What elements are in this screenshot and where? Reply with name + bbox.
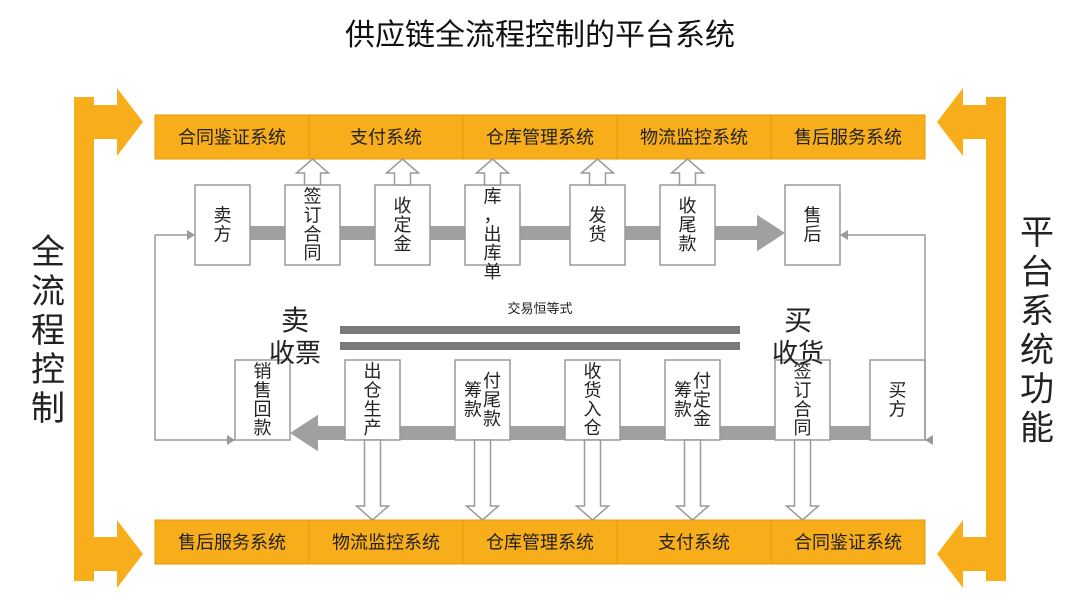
middle-label: 买 [784, 306, 812, 337]
svg-text:库: 库 [484, 243, 502, 263]
right-label: 功 [1020, 372, 1054, 409]
svg-text:产: 产 [364, 418, 382, 438]
svg-text:款: 款 [674, 399, 692, 419]
svg-text:订: 订 [304, 205, 322, 225]
bottom_row-cell: 支付系统 [658, 532, 730, 552]
svg-text:货: 货 [584, 380, 602, 400]
svg-text:卖: 卖 [214, 205, 232, 225]
middle-label: 收票 [269, 339, 321, 368]
right-label: 能 [1020, 410, 1054, 448]
svg-text:尾: 尾 [679, 215, 697, 235]
svg-text:签: 签 [304, 187, 322, 207]
svg-text:付: 付 [483, 371, 501, 391]
bottom_row-cell: 售后服务系统 [178, 532, 286, 552]
bottom_row-cell: 仓库管理系统 [486, 532, 594, 552]
svg-text:合: 合 [304, 224, 322, 244]
middle-label: 收货 [772, 339, 824, 368]
svg-text:订: 订 [794, 380, 812, 400]
top_row-cell: 售后服务系统 [794, 127, 902, 147]
svg-text:收: 收 [679, 196, 697, 216]
svg-text:金: 金 [394, 234, 412, 254]
equals-bar [340, 326, 740, 334]
middle-caption: 交易恒等式 [507, 301, 572, 316]
svg-text:同: 同 [794, 418, 812, 438]
svg-text:出: 出 [484, 224, 502, 244]
left-label: 制 [31, 391, 65, 428]
svg-text:发: 发 [589, 205, 607, 225]
svg-text:金: 金 [693, 409, 711, 429]
svg-text:合: 合 [794, 399, 812, 419]
svg-text:买: 买 [889, 380, 907, 400]
left-label: 程 [31, 313, 65, 350]
right-label: 平 [1020, 215, 1054, 252]
top_row-cell: 合同鉴证系统 [178, 127, 286, 147]
side-bar-left [74, 97, 94, 581]
svg-text:方: 方 [889, 399, 907, 419]
page-title: 供应链全流程控制的平台系统 [345, 19, 735, 52]
diagram-canvas: 合同鉴证系统支付系统仓库管理系统物流监控系统售后服务系统售后服务系统物流监控系统… [0, 0, 1080, 608]
svg-text:货: 货 [589, 224, 607, 244]
svg-text:定: 定 [394, 215, 412, 235]
svg-text:单: 单 [484, 262, 502, 282]
svg-text:款: 款 [464, 399, 482, 419]
equals-bar [340, 342, 740, 350]
top_row-cell: 仓库管理系统 [486, 127, 594, 147]
svg-text:入: 入 [584, 399, 602, 419]
svg-text:出: 出 [364, 362, 382, 382]
svg-text:筹: 筹 [674, 380, 692, 400]
svg-text:回: 回 [254, 399, 272, 419]
right-label: 统 [1020, 331, 1054, 369]
top_row-cell: 支付系统 [350, 127, 422, 147]
svg-text:库: 库 [484, 187, 502, 207]
left-label: 控 [31, 351, 65, 389]
svg-text:定: 定 [693, 390, 711, 410]
svg-text:售: 售 [254, 380, 272, 400]
svg-text:生: 生 [364, 399, 382, 419]
svg-text:收: 收 [394, 196, 412, 216]
svg-text:售: 售 [804, 205, 822, 225]
svg-text:后: 后 [804, 224, 822, 244]
svg-text:收: 收 [584, 362, 602, 382]
top_row-cell: 物流监控系统 [640, 127, 748, 147]
svg-text:仓: 仓 [364, 380, 382, 400]
svg-text:，: ， [484, 205, 502, 225]
middle-label: 卖 [281, 306, 309, 337]
svg-text:付: 付 [693, 371, 711, 391]
bottom_row-cell: 物流监控系统 [332, 532, 440, 552]
svg-text:方: 方 [214, 224, 232, 244]
right-label: 系 [1020, 293, 1054, 330]
side-bar-right [986, 97, 1006, 581]
left-label: 流 [31, 273, 65, 311]
svg-text:尾: 尾 [483, 390, 501, 410]
svg-text:筹: 筹 [464, 380, 482, 400]
svg-text:款: 款 [254, 418, 272, 438]
svg-text:同: 同 [304, 243, 322, 263]
svg-text:仓: 仓 [584, 418, 602, 438]
svg-text:款: 款 [483, 409, 501, 429]
left-label: 全 [31, 234, 65, 272]
right-label: 台 [1020, 253, 1054, 291]
bottom_row-cell: 合同鉴证系统 [794, 532, 902, 552]
svg-text:款: 款 [679, 234, 697, 254]
